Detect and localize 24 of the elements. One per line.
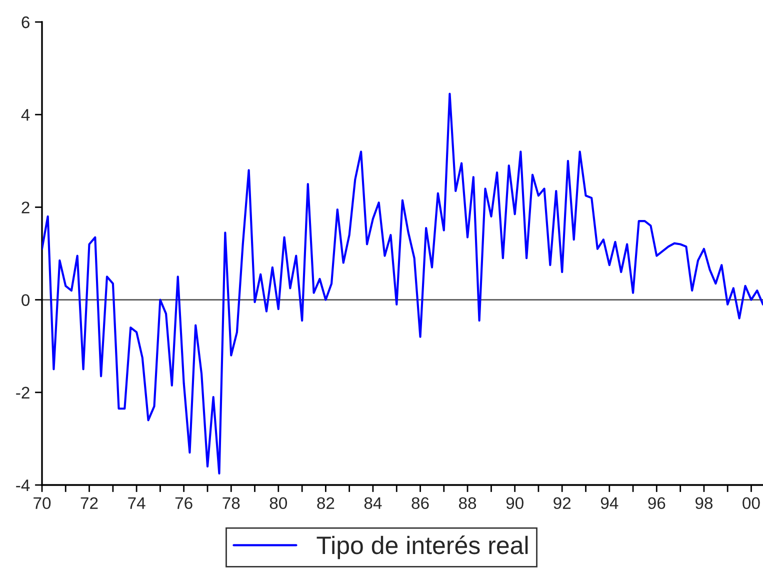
x-tick-label: 94 <box>600 497 618 510</box>
x-tick-label: 88 <box>458 497 476 510</box>
x-tick-label: 78 <box>222 497 240 510</box>
x-tick-label: 92 <box>554 497 571 510</box>
x-tick-label: 90 <box>506 497 524 510</box>
y-tick-label: 2 <box>22 202 30 214</box>
x-tick-label: 80 <box>270 497 288 510</box>
x-tick-label: 00 <box>742 497 760 510</box>
x-tick-label: 70 <box>34 497 51 510</box>
x-tick-label: 76 <box>175 497 192 510</box>
x-tick-label: 82 <box>317 497 334 510</box>
y-tick-label: 4 <box>21 109 30 121</box>
line-series <box>42 92 763 474</box>
y-tick-label: 6 <box>22 16 30 28</box>
x-tick-label: 96 <box>648 497 666 510</box>
y-tick-label: 0 <box>22 294 30 306</box>
x-tick-label: 98 <box>695 497 713 510</box>
x-tick-label: 84 <box>364 497 382 510</box>
y-tick-label: -2 <box>16 386 30 398</box>
legend-label: Tipo de interés real <box>316 536 528 560</box>
y-tick-label: -4 <box>16 480 30 492</box>
x-tick-label: 74 <box>128 497 146 509</box>
x-tick-label: 86 <box>412 497 429 510</box>
x-tick-label: 72 <box>80 497 98 509</box>
